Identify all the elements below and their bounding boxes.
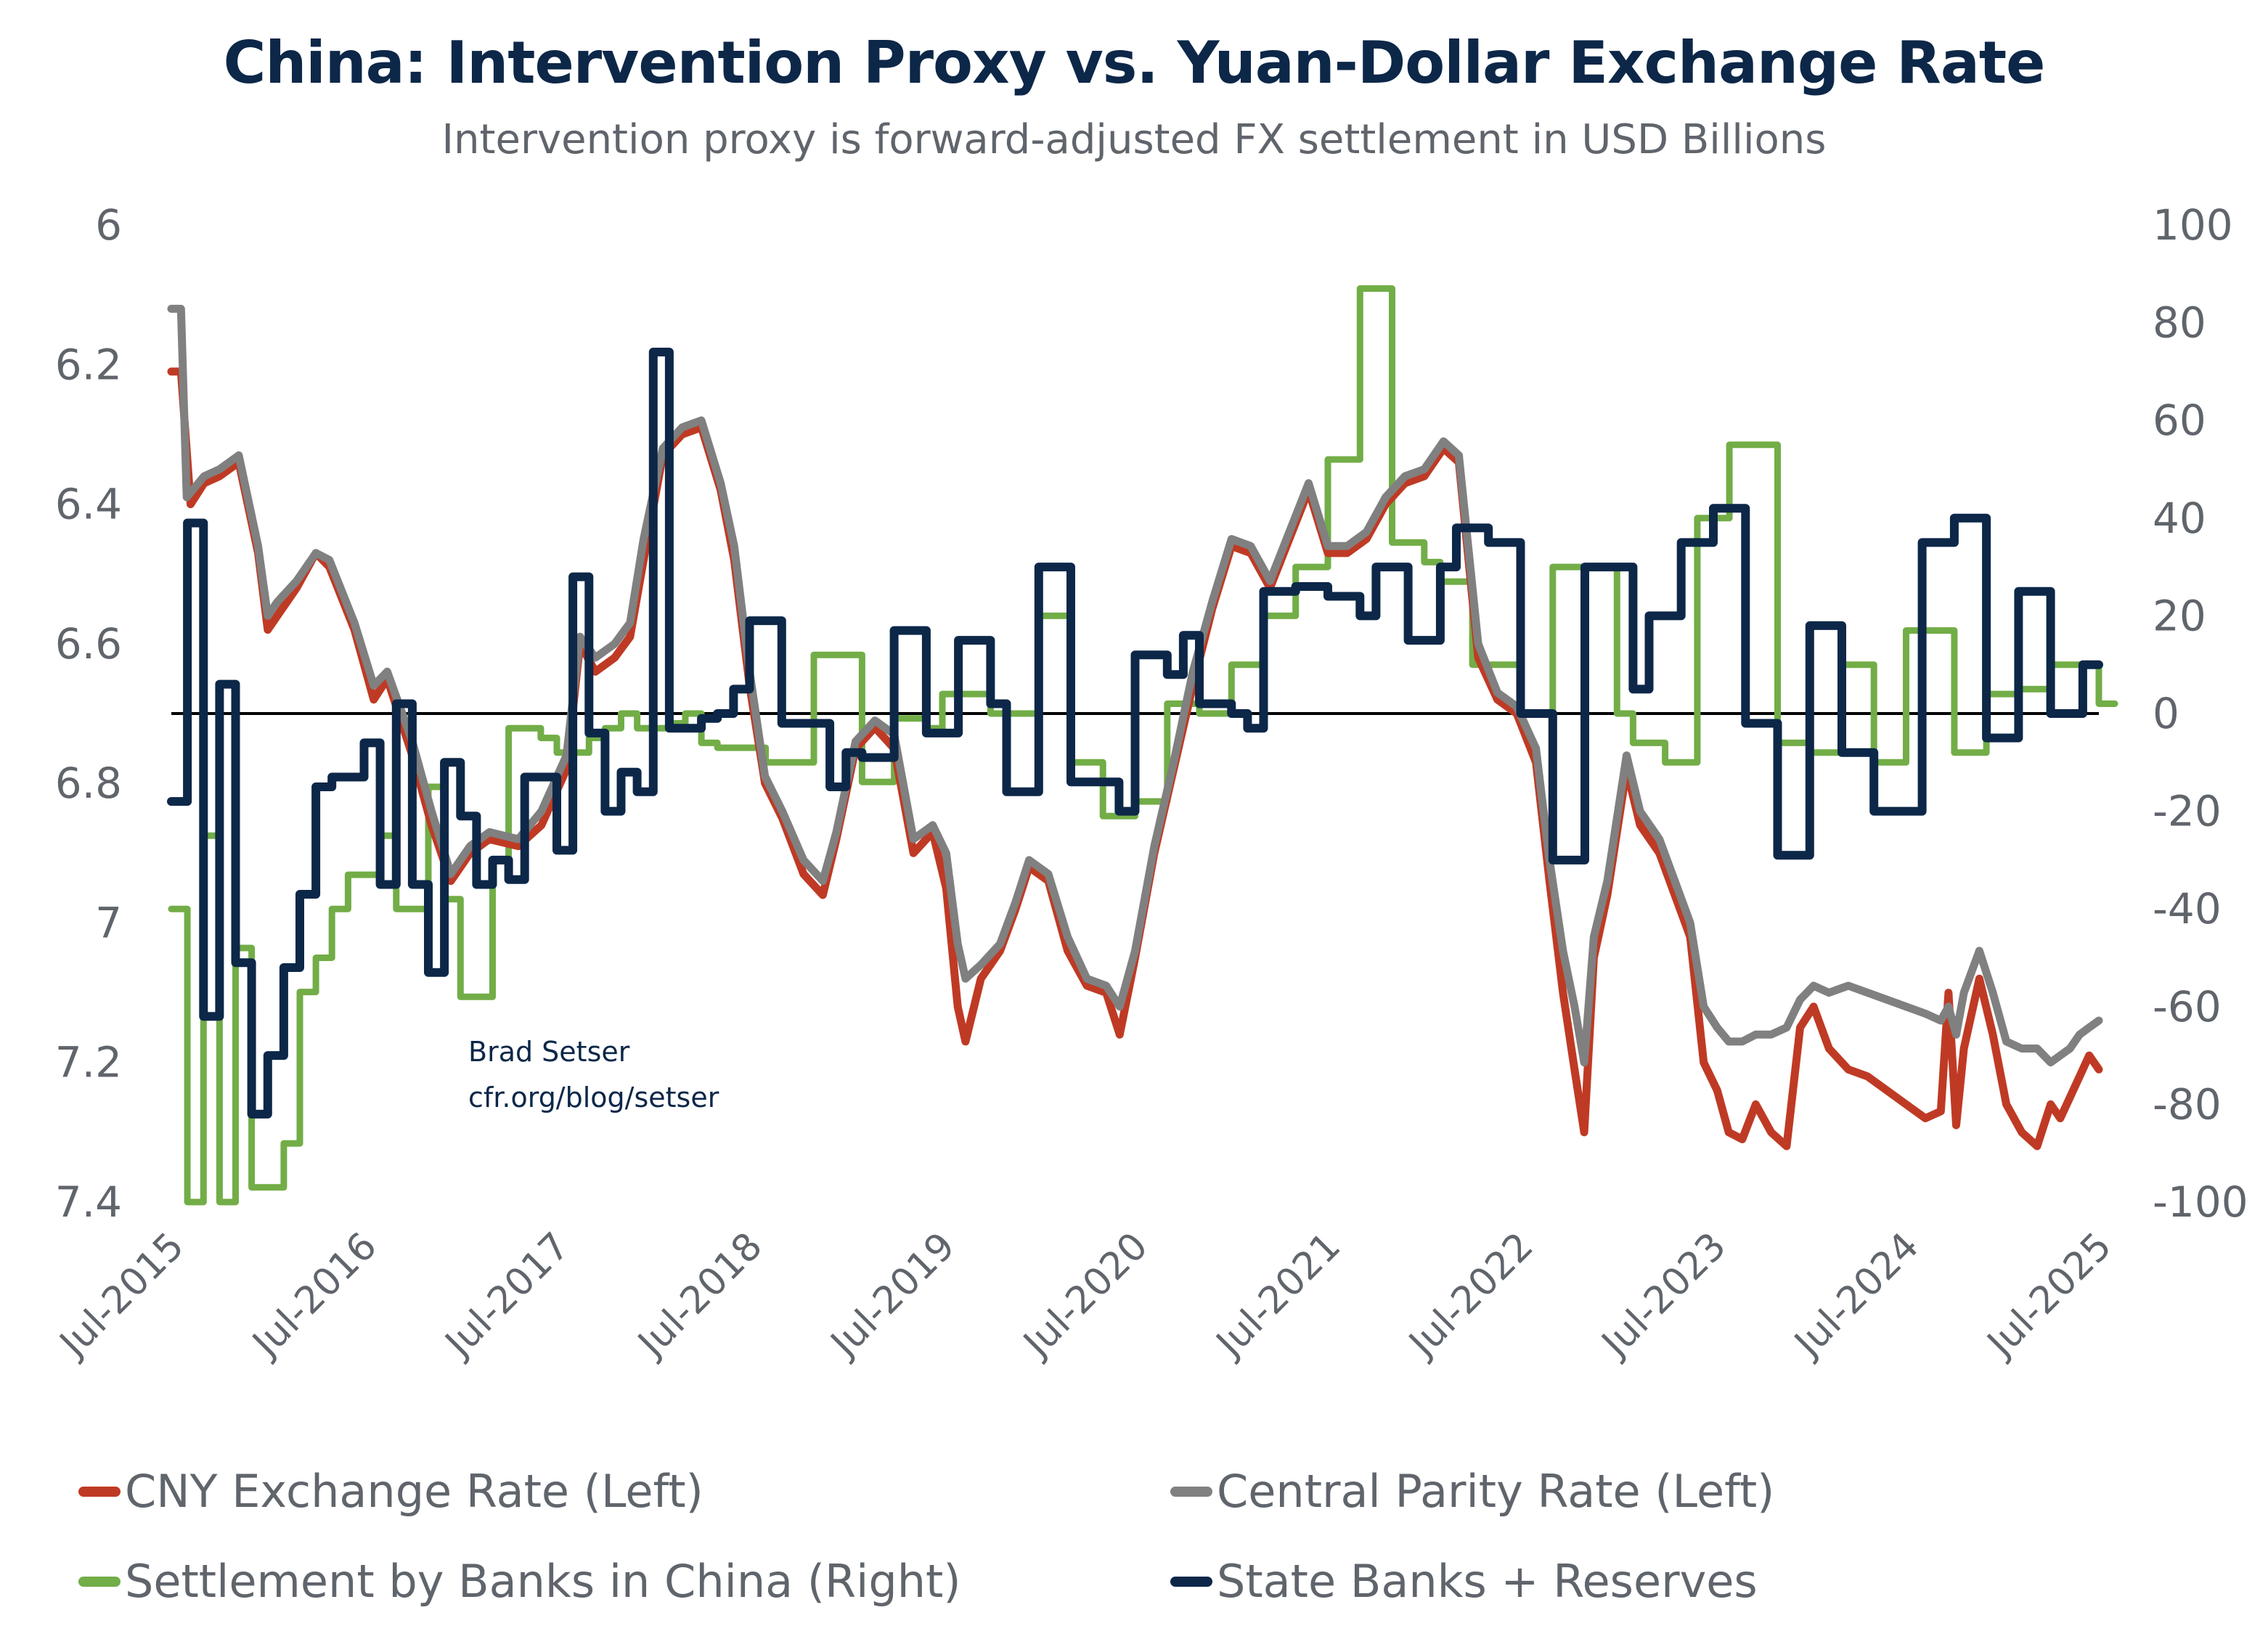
chart-subtitle: Intervention proxy is forward-adjusted F… — [441, 116, 1827, 163]
right-tick-label: -40 — [2153, 884, 2222, 933]
left-tick-label: 7 — [95, 898, 122, 947]
left-axis: 6 6.2 6.4 6.6 6.8 7 7.2 7.4 — [55, 200, 122, 1227]
right-tick-label: 40 — [2153, 494, 2206, 543]
x-tick-label: Jul-2022 — [1400, 1225, 1542, 1367]
right-tick-label: 0 — [2153, 689, 2179, 738]
series-line-state-banks-reserves — [167, 348, 2103, 1119]
x-tick-label: Jul-2018 — [629, 1225, 771, 1367]
x-axis: Jul-2015 Jul-2016 Jul-2017 Jul-2018 Jul-2019… — [50, 1225, 2120, 1367]
left-tick-label: 7.2 — [55, 1038, 122, 1087]
right-tick-label: -100 — [2153, 1177, 2248, 1227]
left-tick-label: 6 — [95, 200, 122, 250]
x-tick-label: Jul-2024 — [1785, 1225, 1928, 1367]
legend-label-settlement: Settlement by Banks in China (Right) — [125, 1555, 961, 1608]
legend-item-state-banks: State Banks + Reserves — [1170, 1555, 1758, 1608]
right-tick-label: -60 — [2153, 982, 2222, 1031]
series-layer — [167, 285, 2118, 1206]
annotation-author: Brad Setser — [468, 1036, 630, 1068]
left-tick-label: 6.6 — [55, 619, 122, 669]
x-tick-label: Jul-2023 — [1592, 1225, 1734, 1367]
left-tick-label: 6.2 — [55, 340, 122, 389]
legend-label-state-banks: State Banks + Reserves — [1217, 1555, 1758, 1608]
legend-label-cny: CNY Exchange Rate (Left) — [125, 1465, 703, 1518]
x-tick-label: Jul-2019 — [821, 1225, 963, 1367]
right-tick-label: 80 — [2153, 298, 2206, 348]
right-tick-label: -80 — [2153, 1079, 2222, 1129]
legend-item-parity: Central Parity Rate (Left) — [1170, 1465, 1774, 1518]
legend-swatch-parity — [1170, 1486, 1212, 1497]
legend-item-cny: CNY Exchange Rate (Left) — [78, 1465, 703, 1518]
legend-label-parity: Central Parity Rate (Left) — [1217, 1465, 1775, 1518]
x-tick-label: Jul-2020 — [1014, 1225, 1157, 1367]
legend-swatch-cny — [78, 1486, 121, 1497]
x-tick-label: Jul-2021 — [1207, 1225, 1349, 1367]
right-tick-label: -20 — [2153, 787, 2222, 836]
series-line-central-parity-rate-left — [167, 304, 2103, 1067]
right-tick-label: 60 — [2153, 396, 2206, 445]
chart-title: China: Intervention Proxy vs. Yuan-Dolla… — [223, 29, 2046, 97]
legend-swatch-state-banks — [1170, 1576, 1212, 1587]
right-tick-label: 20 — [2153, 591, 2206, 640]
x-tick-label: Jul-2025 — [1978, 1225, 2120, 1367]
annotation-url: cfr.org/blog/setser — [468, 1082, 719, 1113]
left-tick-label: 7.4 — [55, 1177, 122, 1227]
series-line-settlement-by-banks-in-china-right — [168, 285, 2118, 1206]
legend-swatch-settlement — [78, 1576, 121, 1587]
x-tick-label: Jul-2017 — [436, 1225, 578, 1367]
x-tick-label: Jul-2015 — [50, 1225, 192, 1367]
right-tick-label: 100 — [2153, 200, 2233, 250]
left-tick-label: 6.4 — [55, 480, 122, 529]
right-axis: 100 80 60 40 20 0 -20 -40 -60 -80 -100 — [2153, 200, 2248, 1227]
left-tick-label: 6.8 — [55, 759, 122, 808]
x-tick-label: Jul-2016 — [243, 1225, 386, 1367]
legend-item-settlement: Settlement by Banks in China (Right) — [78, 1555, 961, 1608]
